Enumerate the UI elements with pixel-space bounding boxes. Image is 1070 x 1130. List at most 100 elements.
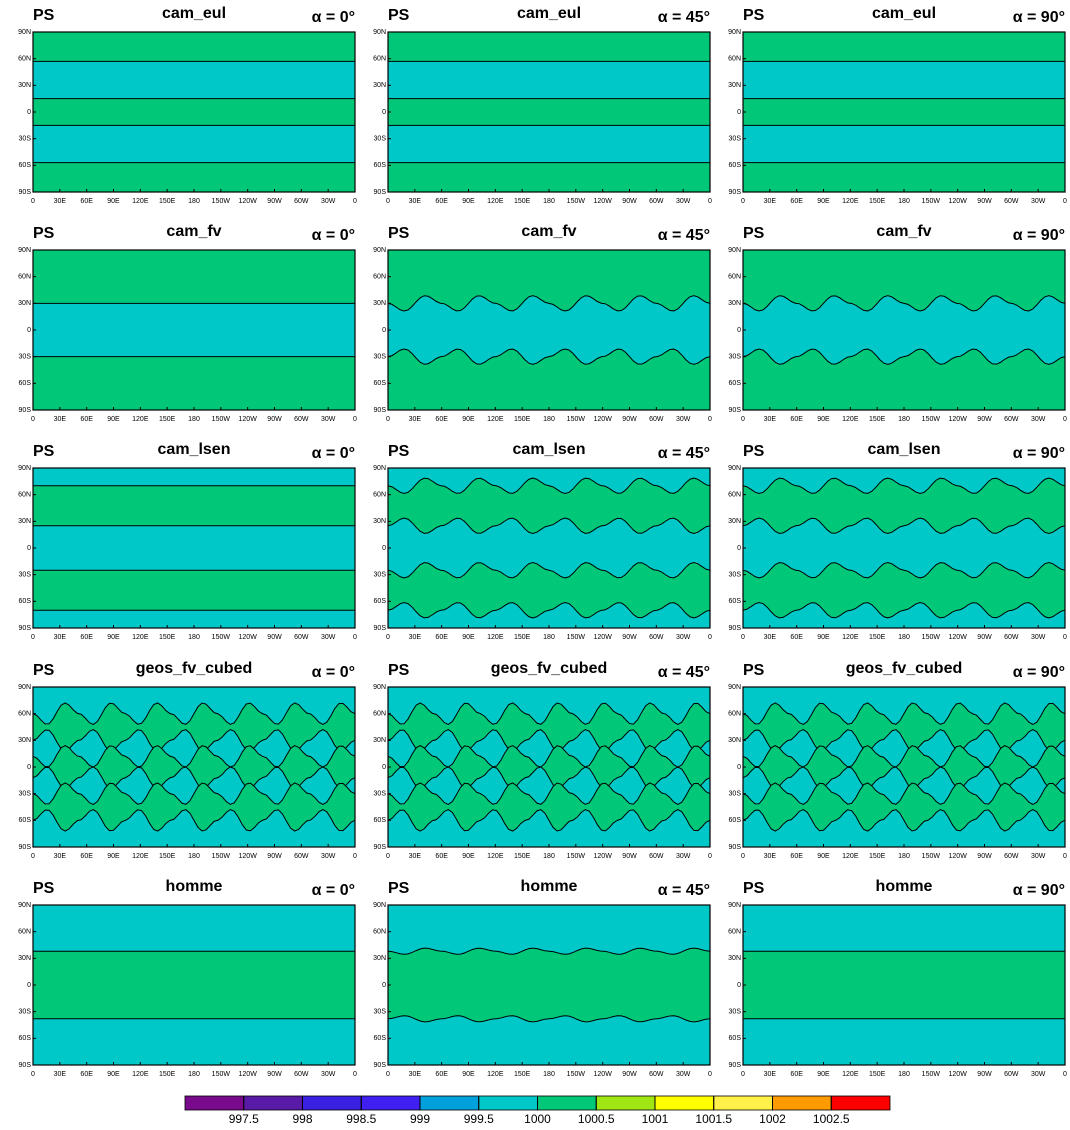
x-tick-label: 120E [487, 198, 504, 205]
y-tick-label: 30N [18, 955, 31, 962]
y-tick-label: 90S [729, 1062, 742, 1069]
y-tick-label: 0 [27, 109, 31, 116]
y-tick-label: 90S [729, 407, 742, 414]
y-tick-label: 90S [374, 625, 387, 632]
y-tick-label: 90S [729, 189, 742, 196]
x-tick-label: 150E [159, 1071, 176, 1078]
x-tick-label: 60E [435, 634, 448, 641]
x-tick-label: 150W [567, 1071, 586, 1078]
x-tick-label: 60W [294, 634, 309, 641]
y-tick-label: 30S [19, 572, 32, 579]
x-tick-label: 60E [790, 853, 803, 860]
x-tick-label: 0 [386, 416, 390, 423]
x-tick-label: 30E [409, 1071, 422, 1078]
x-tick-label: 60W [1004, 416, 1019, 423]
x-tick-label: 90W [977, 853, 992, 860]
x-tick-label: 150W [922, 1071, 941, 1078]
x-tick-label: 30W [321, 634, 336, 641]
panel-model: cam_fv [166, 223, 221, 240]
y-tick-label: 60N [18, 492, 31, 499]
panel-variable: PS [388, 662, 410, 679]
colorbar-box [478, 1095, 538, 1111]
x-tick-label: 0 [353, 634, 357, 641]
x-tick-label: 120W [594, 1071, 613, 1078]
panel-variable: PS [33, 7, 55, 24]
y-tick-label: 30S [729, 791, 742, 798]
y-tick-label: 30S [374, 791, 387, 798]
colorbar-label: 997.5 [229, 1112, 259, 1126]
x-tick-label: 0 [31, 853, 35, 860]
panel-model: cam_eul [517, 5, 581, 22]
x-tick-label: 150W [567, 634, 586, 641]
panel-variable: PS [743, 443, 765, 460]
x-tick-label: 150E [159, 853, 176, 860]
x-tick-label: 30E [764, 634, 777, 641]
y-tick-label: 30N [18, 518, 31, 525]
x-tick-label: 90E [462, 198, 475, 205]
panel-alpha: α = 0° [312, 227, 355, 244]
x-tick-label: 90W [622, 416, 637, 423]
panel-alpha: α = 0° [312, 9, 355, 26]
x-tick-label: 60E [790, 1071, 803, 1078]
y-tick-label: 90S [19, 625, 32, 632]
x-tick-label: 60E [435, 853, 448, 860]
panel-variable: PS [743, 880, 765, 897]
y-tick-label: 90N [728, 29, 741, 36]
x-tick-label: 120E [132, 1071, 149, 1078]
x-tick-label: 180 [188, 853, 200, 860]
y-tick-label: 0 [27, 545, 31, 552]
x-tick-label: 150E [159, 634, 176, 641]
contour-fill [742, 348, 1066, 411]
panel-alpha: α = 0° [312, 445, 355, 462]
y-tick-label: 90N [18, 29, 31, 36]
x-tick-label: 120W [594, 198, 613, 205]
x-tick-label: 180 [188, 198, 200, 205]
x-tick-label: 30W [321, 416, 336, 423]
x-tick-label: 120E [487, 416, 504, 423]
x-tick-label: 30E [54, 416, 67, 423]
y-tick-label: 0 [737, 327, 741, 334]
panel-alpha: α = 45° [658, 664, 710, 681]
y-tick-label: 90N [728, 902, 741, 909]
x-tick-label: 120E [842, 634, 859, 641]
colorbar-box [713, 1095, 773, 1111]
y-tick-label: 60N [18, 711, 31, 718]
x-tick-label: 0 [741, 198, 745, 205]
x-tick-label: 150E [514, 853, 531, 860]
y-tick-label: 30N [18, 737, 31, 744]
x-tick-label: 120W [594, 416, 613, 423]
x-tick-label: 0 [1063, 634, 1067, 641]
x-tick-label: 120W [239, 853, 258, 860]
x-tick-label: 150W [922, 416, 941, 423]
panel-model: cam_eul [872, 5, 936, 22]
y-tick-label: 0 [382, 982, 386, 989]
x-tick-label: 60W [294, 1071, 309, 1078]
x-tick-label: 150W [212, 853, 231, 860]
colorbar-label: 1000 [524, 1112, 551, 1126]
y-tick-label: 90S [19, 1062, 32, 1069]
y-tick-label: 60N [728, 274, 741, 281]
y-tick-label: 0 [382, 109, 386, 116]
panel-model: cam_lsen [868, 441, 941, 458]
x-tick-label: 30E [409, 634, 422, 641]
x-tick-label: 150W [567, 853, 586, 860]
contour-fill [742, 1018, 1066, 1066]
x-tick-label: 90W [977, 634, 992, 641]
y-tick-label: 30N [18, 300, 31, 307]
x-tick-label: 150E [869, 198, 886, 205]
x-tick-label: 120E [132, 198, 149, 205]
x-tick-label: 30W [321, 198, 336, 205]
panel-alpha: α = 45° [658, 227, 710, 244]
x-tick-label: 30W [676, 198, 691, 205]
x-tick-label: 60W [294, 416, 309, 423]
contour-fill [742, 162, 1066, 193]
x-tick-label: 0 [1063, 1071, 1067, 1078]
x-tick-label: 0 [708, 1071, 712, 1078]
x-tick-label: 120W [239, 634, 258, 641]
colorbar-label: 998 [292, 1112, 312, 1126]
x-tick-label: 90E [817, 1071, 830, 1078]
x-tick-label: 30W [676, 853, 691, 860]
x-tick-label: 120E [132, 634, 149, 641]
y-tick-label: 60N [373, 711, 386, 718]
